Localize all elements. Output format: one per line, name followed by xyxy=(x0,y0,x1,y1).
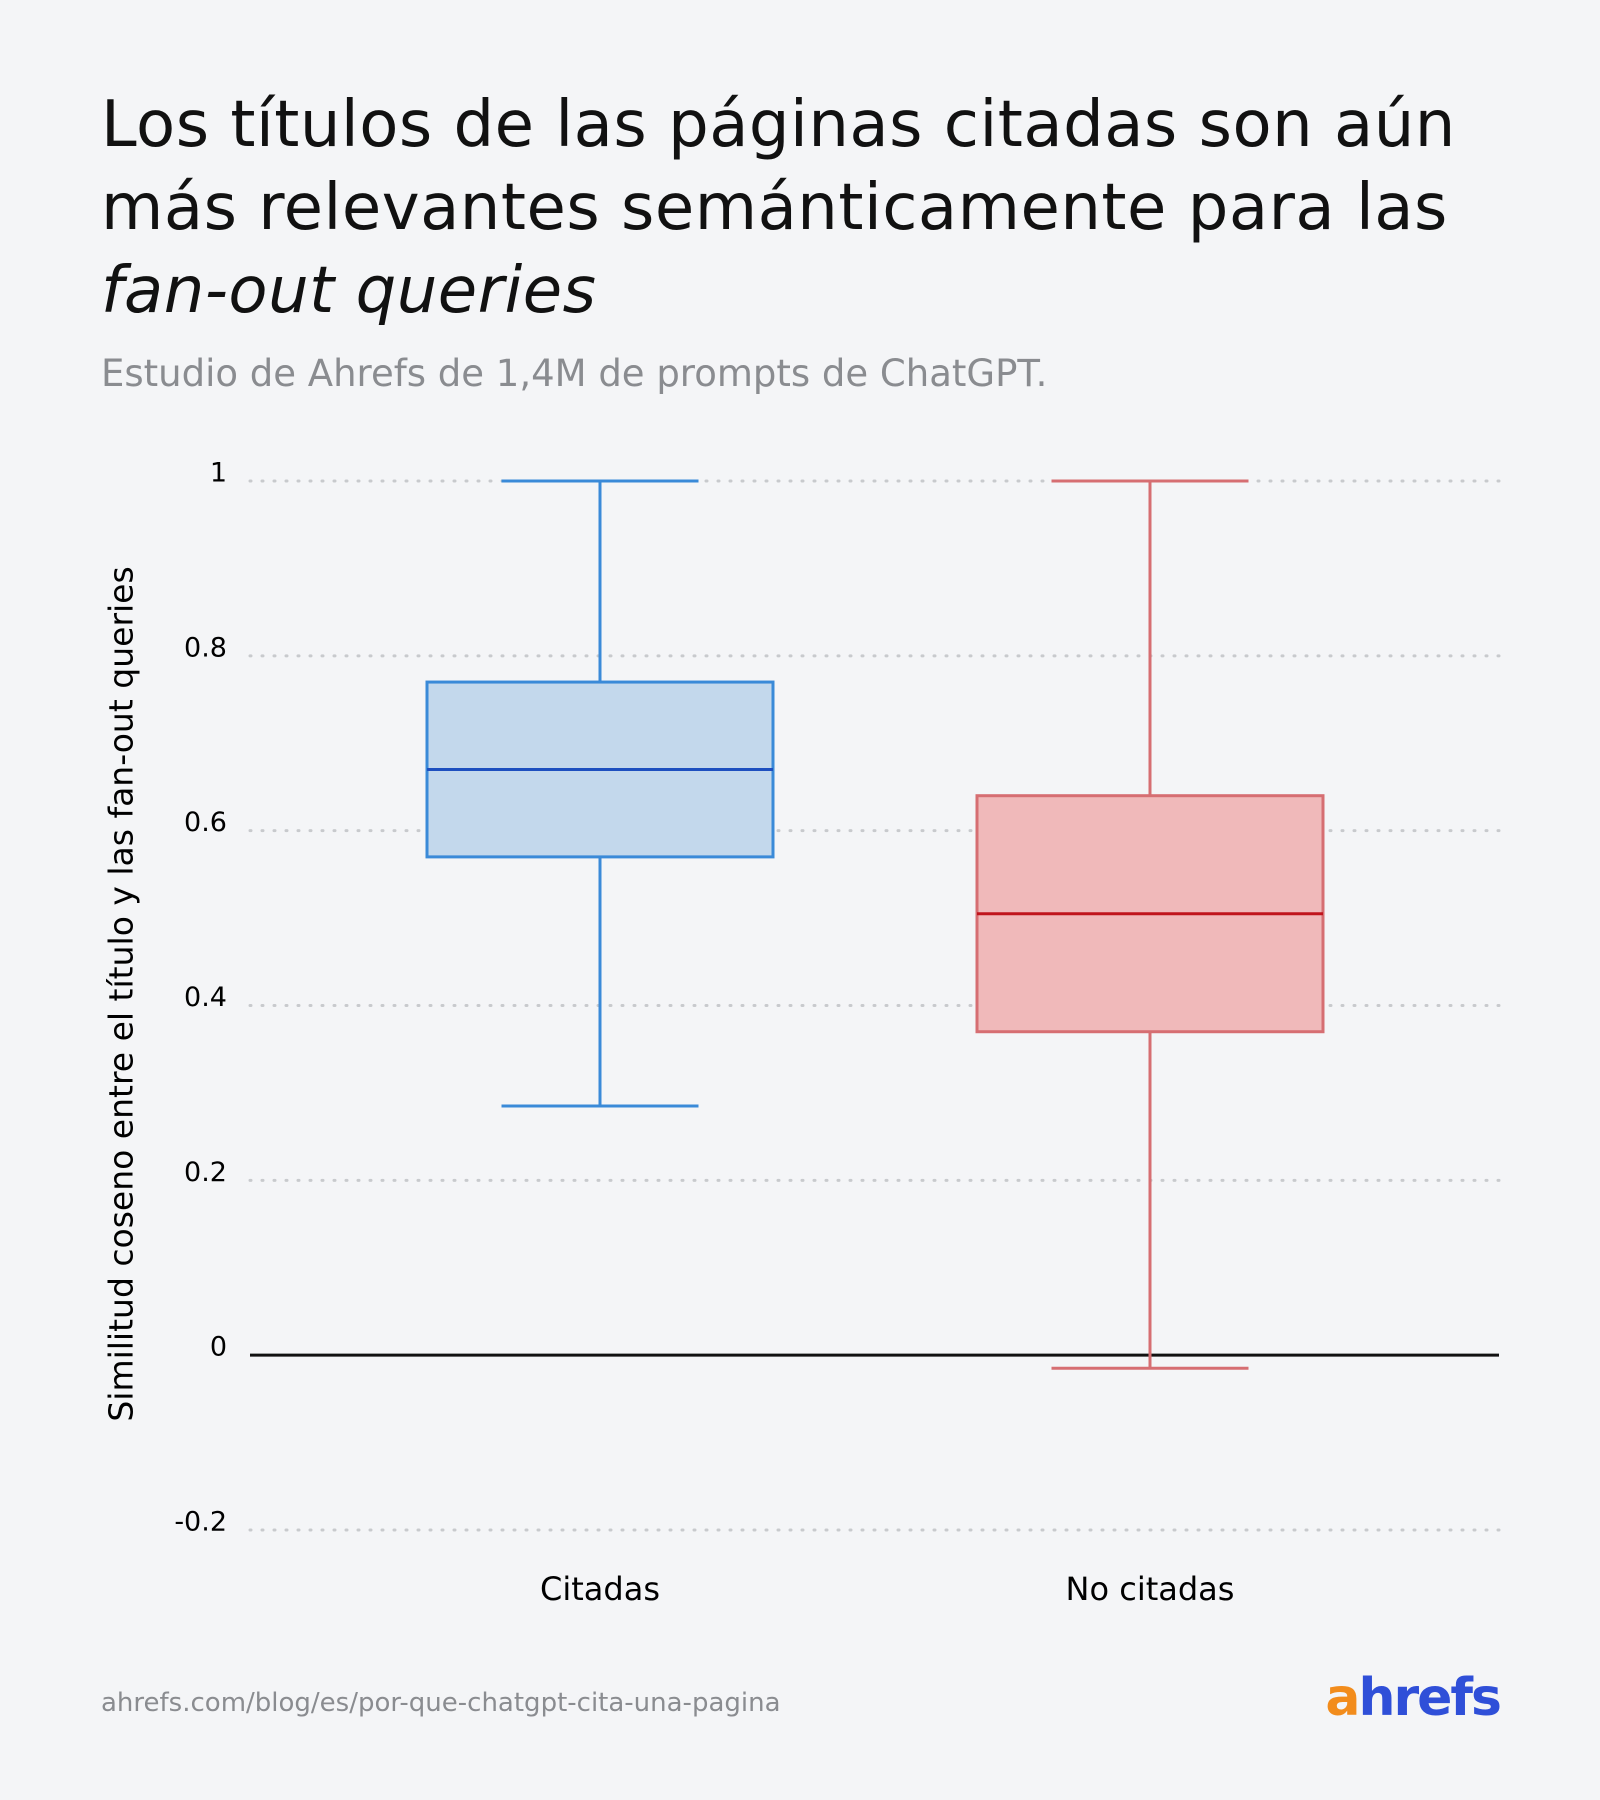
y-tick-label: 1 xyxy=(210,458,227,489)
x-tick-label: No citadas xyxy=(1066,1570,1235,1608)
title-italic: fan-out queries xyxy=(101,254,597,328)
y-tick-label: -0.2 xyxy=(174,1507,227,1538)
source: ahrefs.com/blog/es/por-que-chatgpt-cita-… xyxy=(101,1688,781,1718)
y-tick-label: 0.8 xyxy=(184,632,227,663)
chart-title: Los títulos de las páginas citadas son a… xyxy=(101,84,1521,333)
y-tick-label: 0.4 xyxy=(184,982,227,1013)
title-text: Los títulos de las páginas citadas son a… xyxy=(101,88,1456,245)
y-tick-label: 0.2 xyxy=(184,1157,227,1188)
y-tick-label: 0 xyxy=(210,1332,227,1363)
y-tick-label: 0.6 xyxy=(184,807,227,838)
logo: ahrefs xyxy=(1325,1668,1502,1728)
y-axis-label: Similitud coseno entre el título y las f… xyxy=(102,566,141,1421)
chart-subtitle: Estudio de Ahrefs de 1,4M de prompts de … xyxy=(101,352,1048,395)
x-tick-label: Citadas xyxy=(540,1570,660,1608)
